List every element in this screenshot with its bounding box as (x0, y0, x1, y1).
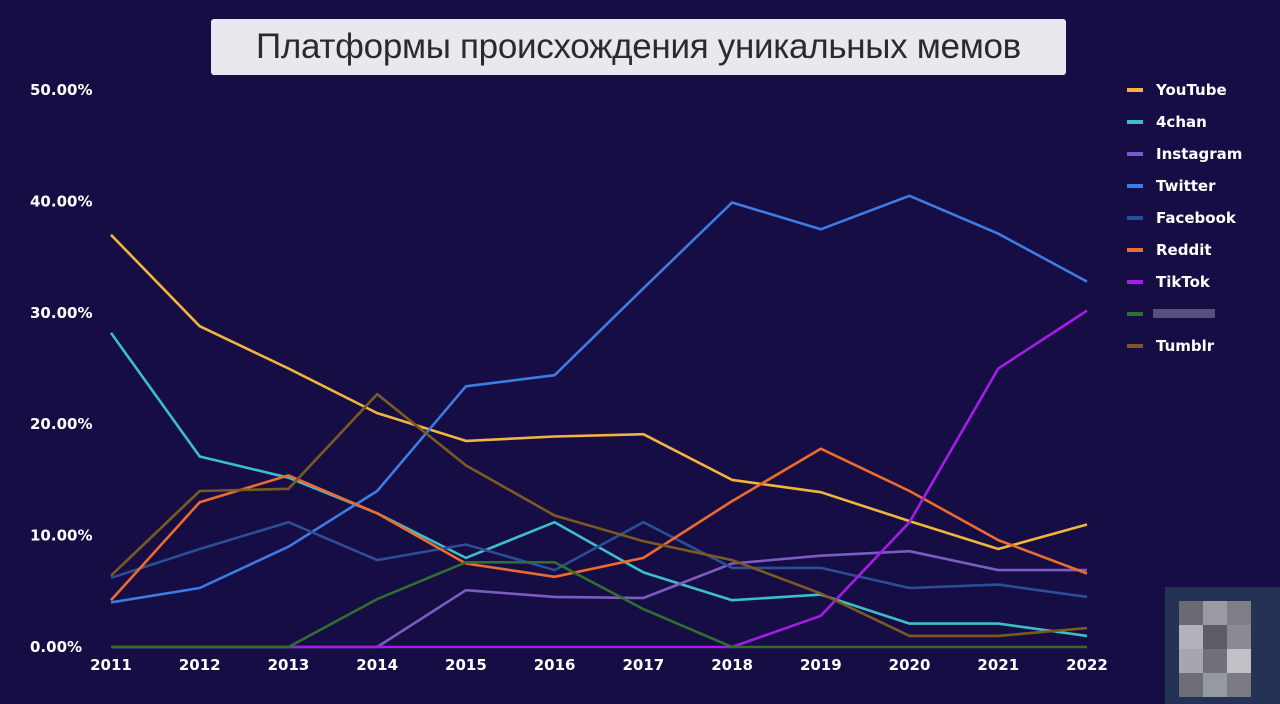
pixel-cell (1203, 673, 1227, 697)
pixel-cell (1179, 625, 1203, 649)
pixel-cell (1179, 601, 1203, 625)
y-tick-label: 10.00% (30, 527, 92, 545)
series-lines (109, 194, 1088, 649)
pixel-cell (1179, 673, 1203, 697)
pixel-cell (1227, 673, 1251, 697)
legend-label: Tumblr (1156, 337, 1215, 355)
y-axis: 0.00% 10.00% 20.00% 30.00% 40.00% 50.00% (30, 81, 92, 656)
series-line-twitter (110, 194, 1088, 604)
pixel-cell (1227, 601, 1251, 625)
x-tick-label: 2013 (268, 656, 310, 674)
series-line-unnamed-7 (111, 560, 1087, 649)
x-tick-label: 2019 (800, 656, 842, 674)
x-tick-label: 2015 (445, 656, 487, 674)
legend-label: Instagram (1156, 145, 1242, 163)
series-line-tumblr (110, 392, 1088, 638)
x-tick-label: 2017 (622, 656, 664, 674)
y-tick-label: 50.00% (30, 81, 92, 99)
legend-label: TikTok (1156, 273, 1211, 291)
title-banner: Платформы происхождения уникальных мемов (211, 19, 1066, 75)
legend-label: Facebook (1156, 209, 1237, 227)
series-line-reddit (110, 447, 1088, 602)
pixel-cell (1179, 649, 1203, 673)
pixel-cell (1203, 601, 1227, 625)
pixel-cell (1203, 625, 1227, 649)
y-tick-label: 30.00% (30, 304, 92, 322)
pixel-cell (1227, 625, 1251, 649)
x-tick-label: 2022 (1066, 656, 1108, 674)
series-line-facebook (110, 520, 1088, 599)
x-axis: 2011 2012 2013 2014 2015 2016 2017 2018 2019 2020… (90, 646, 1108, 674)
y-tick-label: 20.00% (30, 415, 92, 433)
y-tick-label: 0.00% (30, 638, 82, 656)
legend-label: Reddit (1156, 241, 1212, 259)
legend: YouTube 4chan Instagram Twitter Facebook Redd… (1127, 81, 1242, 355)
pixelated-watermark (1165, 587, 1280, 704)
series-line-youtube (110, 233, 1088, 551)
y-tick-label: 40.00% (30, 192, 92, 210)
x-tick-label: 2011 (90, 656, 132, 674)
x-tick-label: 2016 (534, 656, 576, 674)
pixel-cell (1203, 649, 1227, 673)
legend-label: 4chan (1156, 113, 1207, 131)
legend-label-illegible (1153, 309, 1215, 318)
x-tick-label: 2014 (356, 656, 398, 674)
x-tick-label: 2018 (711, 656, 753, 674)
series-line-instagram (111, 549, 1087, 649)
chart-title: Платформы происхождения уникальных мемов (256, 27, 1021, 66)
x-tick-label: 2012 (179, 656, 221, 674)
pixel-cell (1227, 649, 1251, 673)
x-tick-label: 2020 (889, 656, 931, 674)
legend-label: Twitter (1156, 177, 1216, 195)
legend-label: YouTube (1155, 81, 1227, 99)
x-tick-label: 2021 (977, 656, 1019, 674)
